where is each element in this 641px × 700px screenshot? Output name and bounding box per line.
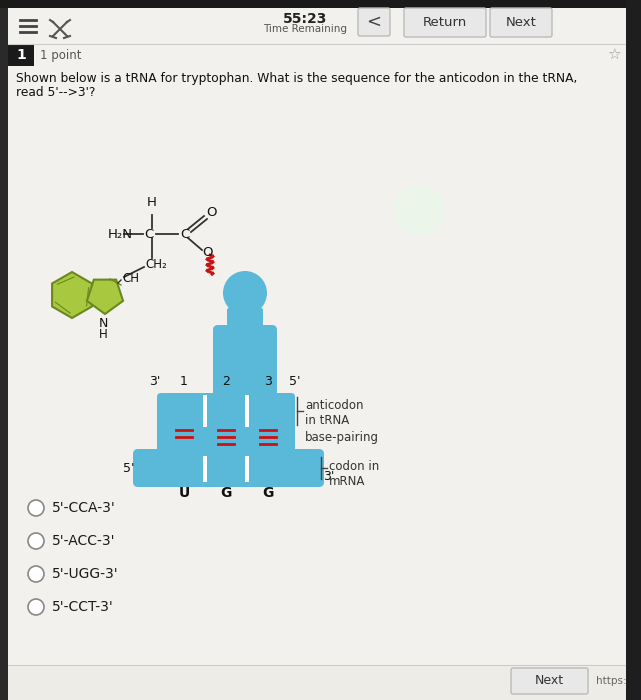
Text: H: H xyxy=(99,328,108,341)
Text: 5'-UGG-3': 5'-UGG-3' xyxy=(52,567,119,581)
Text: read 5'-->3'?: read 5'-->3'? xyxy=(16,86,96,99)
Polygon shape xyxy=(52,272,92,318)
Bar xyxy=(8,44,34,66)
FancyBboxPatch shape xyxy=(490,8,552,37)
Text: CH: CH xyxy=(122,272,139,284)
Bar xyxy=(203,456,207,482)
Circle shape xyxy=(28,566,44,582)
FancyBboxPatch shape xyxy=(358,8,390,36)
FancyBboxPatch shape xyxy=(227,308,263,337)
Text: 3': 3' xyxy=(149,375,161,388)
Text: ☆: ☆ xyxy=(607,48,621,62)
FancyBboxPatch shape xyxy=(213,325,277,425)
Text: H: H xyxy=(147,196,157,209)
Text: https:: https: xyxy=(596,676,627,686)
Circle shape xyxy=(213,383,277,447)
Text: <: < xyxy=(367,13,381,31)
Text: CH₂: CH₂ xyxy=(145,258,167,272)
Text: O: O xyxy=(206,206,217,218)
Text: 1: 1 xyxy=(180,375,188,388)
Bar xyxy=(245,395,249,427)
Bar xyxy=(0,0,641,8)
Text: Return: Return xyxy=(423,15,467,29)
Text: O: O xyxy=(202,246,213,260)
Text: C: C xyxy=(180,228,189,241)
Text: base-pairing: base-pairing xyxy=(305,431,379,444)
Polygon shape xyxy=(87,279,123,314)
Text: U: U xyxy=(178,486,190,500)
Circle shape xyxy=(395,185,445,235)
FancyBboxPatch shape xyxy=(511,668,588,694)
Text: N: N xyxy=(98,317,108,330)
Bar xyxy=(8,665,626,700)
Text: Next: Next xyxy=(506,15,537,29)
Circle shape xyxy=(223,271,267,315)
Text: H₂N: H₂N xyxy=(108,228,133,241)
Text: anticodon
in tRNA: anticodon in tRNA xyxy=(305,399,363,427)
Text: Time Remaining: Time Remaining xyxy=(263,24,347,34)
Bar xyxy=(626,0,641,695)
Text: 3: 3 xyxy=(264,375,272,388)
Text: 5': 5' xyxy=(124,461,135,475)
Text: Next: Next xyxy=(535,675,563,687)
Circle shape xyxy=(28,599,44,615)
Text: 5'-ACC-3': 5'-ACC-3' xyxy=(52,534,115,548)
Text: 55:23: 55:23 xyxy=(283,12,327,26)
FancyBboxPatch shape xyxy=(157,393,295,456)
Text: 2: 2 xyxy=(222,375,230,388)
Text: G: G xyxy=(262,486,274,500)
Text: 5'-CCT-3': 5'-CCT-3' xyxy=(52,600,113,614)
Text: C: C xyxy=(144,228,154,241)
Bar xyxy=(203,395,207,427)
Text: codon in
mRNA: codon in mRNA xyxy=(329,460,379,488)
FancyBboxPatch shape xyxy=(404,8,486,37)
Text: 3': 3' xyxy=(323,470,335,482)
Bar xyxy=(163,395,289,427)
Bar xyxy=(245,456,249,482)
Circle shape xyxy=(28,500,44,516)
Text: Shown below is a tRNA for tryptophan. What is the sequence for the anticodon in : Shown below is a tRNA for tryptophan. Wh… xyxy=(16,72,578,85)
FancyBboxPatch shape xyxy=(222,382,268,430)
Text: 5': 5' xyxy=(289,375,301,388)
Text: 5'-CCA-3': 5'-CCA-3' xyxy=(52,501,116,515)
Text: 1 point: 1 point xyxy=(40,48,81,62)
Text: G: G xyxy=(221,486,231,500)
Text: 1: 1 xyxy=(16,48,26,62)
Bar xyxy=(626,0,641,700)
FancyBboxPatch shape xyxy=(133,449,324,487)
Circle shape xyxy=(28,533,44,549)
